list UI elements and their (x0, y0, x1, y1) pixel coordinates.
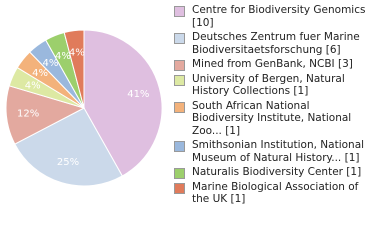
slice (83, 29, 163, 177)
slice-label: 12% (17, 108, 39, 119)
slice-label: 4% (55, 51, 71, 62)
legend-label: Marine Biological Association of the UK … (192, 180, 359, 206)
pie: 41%25%12%4%4%4%4%4% (5, 29, 163, 187)
legend-entry: Centre for Biodiversity Genomics [10] (172, 4, 372, 29)
legend-entry: Deutsches Zentrum fuer Marine Biodiversi… (172, 31, 372, 56)
legend-swatch (174, 101, 185, 113)
legend-entry: Smithsonian Institution, National Museum… (172, 139, 372, 164)
legend-label: Mined from GenBank, NCBI [3] (192, 58, 353, 70)
legend-swatch (174, 141, 185, 152)
legend-entry: Mined from GenBank, NCBI [3] (172, 58, 372, 71)
slice-label: 4% (69, 47, 85, 58)
legend-entry: Marine Biological Association of the UK … (172, 181, 372, 206)
slice-label: 4% (32, 68, 48, 79)
legend-label: South African National Biodiversity Inst… (192, 99, 352, 137)
legend-swatch (174, 74, 185, 86)
legend: Centre for Biodiversity Genomics [10] Deu… (172, 4, 372, 208)
slice (5, 85, 86, 145)
legend-label: Centre for Biodiversity Genomics [10] (192, 4, 366, 29)
legend-entry: University of Bergen, Natural History Co… (172, 73, 372, 98)
legend-label: Deutsches Zentrum fuer Marine Biodiversi… (192, 31, 360, 56)
legend-swatch (174, 6, 185, 17)
slice (14, 107, 123, 187)
legend-swatch (174, 33, 185, 44)
legend-swatch (174, 60, 185, 71)
legend-label: Smithsonian Institution, National Museum… (192, 139, 365, 164)
legend-label: University of Bergen, Natural History Co… (192, 72, 345, 98)
legend-entry: Naturalis Biodiversity Center [1] (172, 166, 372, 179)
legend-entry: South African National Biodiversity Inst… (172, 100, 372, 138)
slice-label: 4% (42, 58, 58, 69)
legend-swatch (174, 168, 185, 179)
legend-label: Naturalis Biodiversity Center [1] (192, 166, 362, 178)
slice (63, 29, 85, 109)
legend-swatch (174, 182, 185, 194)
slice-label: 4% (25, 80, 41, 91)
slice-label: 41% (127, 89, 149, 100)
slice-label: 25% (57, 157, 79, 168)
